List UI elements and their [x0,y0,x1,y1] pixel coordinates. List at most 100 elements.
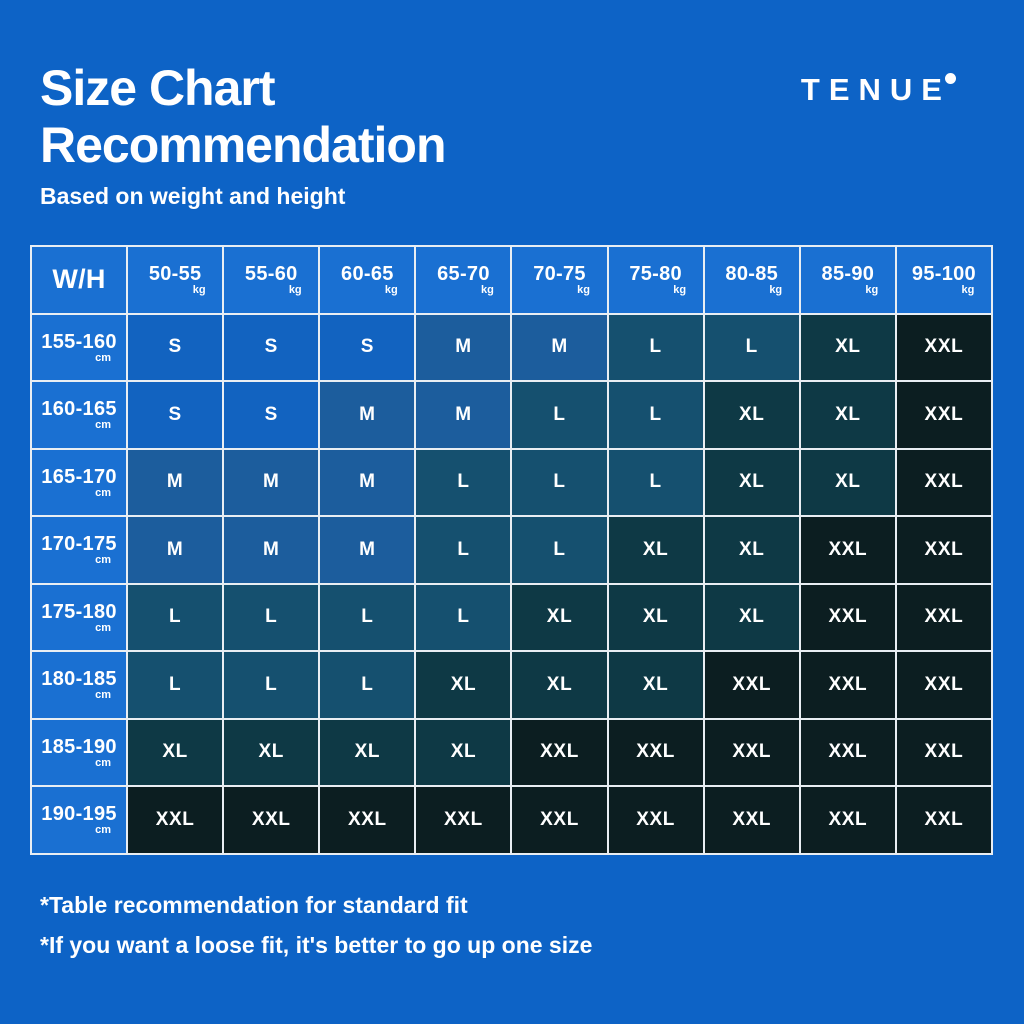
height-unit-label: cm [95,689,111,702]
weight-range-label: 65-70 [437,263,490,286]
size-value: XXL [924,741,964,763]
size-cell: L [224,584,319,650]
size-cell: L [608,382,703,448]
height-label-cell: 170-175 cm [32,517,127,583]
corner-label: W/H [52,264,106,295]
size-cell: S [128,314,223,380]
size-value: XXL [828,673,868,695]
size-value: XL [642,606,669,628]
size-cell: L [416,449,511,515]
size-cell: XXL [608,787,703,853]
size-value: M [166,471,184,493]
size-cell: XL [800,382,895,448]
size-value: L [553,403,566,425]
size-value: XXL [924,336,964,358]
size-value: XXL [828,808,868,830]
size-value: XXL [155,808,195,830]
size-cell: XXL [896,719,991,785]
size-value: XXL [636,808,676,830]
height-label-cell: 180-185 cm [32,652,127,718]
size-value: XXL [828,741,868,763]
size-cell: XXL [896,517,991,583]
height-unit-label: cm [95,419,111,432]
size-cell: M [128,449,223,515]
size-value: M [166,538,184,560]
height-range-label: 160-165 [41,398,117,421]
weight-unit-label: kg [192,284,206,297]
size-value: XL [739,606,765,628]
size-value: XXL [444,808,483,830]
weight-header-cell: 85-90 kg [800,247,895,313]
size-value: XXL [924,673,964,695]
size-cell: XXL [896,314,991,380]
size-value: XXL [732,741,772,763]
page-title: Size Chart Recommendation [40,60,447,174]
weight-unit-label: kg [865,284,879,297]
size-cell: XXL [896,382,991,448]
height-unit-label: cm [95,554,111,567]
size-value: XXL [540,808,579,830]
height-label-cell: 155-160 cm [32,314,127,380]
weight-header-cell: 55-60 kg [224,247,319,313]
weight-header-cell: 80-85 kg [704,247,799,313]
height-label-cell: 175-180 cm [32,584,127,650]
size-cell: XL [416,652,511,718]
size-cell: L [224,652,319,718]
size-value: L [553,471,566,493]
size-value: XL [258,741,284,763]
weight-range-label: 60-65 [341,263,394,286]
weight-unit-label: kg [961,284,975,297]
size-cell: XXL [896,787,991,853]
size-cell: L [128,652,223,718]
height-label-cell: 190-195 cm [32,787,127,853]
weight-unit-label: kg [673,284,687,297]
size-cell: XXL [704,719,799,785]
size-value: XXL [732,673,772,695]
size-value: M [455,336,472,358]
size-cell: S [128,382,223,448]
height-unit-label: cm [95,486,111,499]
size-value: XL [162,741,188,763]
size-value: L [649,471,662,493]
height-range-label: 175-180 [41,600,117,623]
size-value: M [359,538,376,560]
footnote-loose-fit: *If you want a loose fit, it's better to… [40,932,593,958]
size-value: XL [835,471,861,493]
height-unit-label: cm [95,824,111,837]
size-cell: M [224,517,319,583]
size-cell: XXL [800,584,895,650]
size-cell: XL [416,719,511,785]
size-value: L [553,538,566,560]
weight-range-label: 55-60 [244,263,298,286]
size-value: L [169,606,182,628]
size-cell: M [320,382,415,448]
size-value: XL [546,606,573,628]
page-subtitle: Based on weight and height [40,183,346,209]
height-label-cell: 160-165 cm [32,382,127,448]
size-value: M [263,471,280,493]
size-value: M [551,336,568,358]
size-cell: XXL [896,449,991,515]
size-cell: XL [704,517,799,583]
size-cell: S [320,314,415,380]
size-value: L [457,538,470,560]
size-cell: XL [224,719,319,785]
size-cell: M [320,517,415,583]
size-cell: XXL [320,787,415,853]
height-range-label: 170-175 [41,533,117,556]
size-cell: M [320,449,415,515]
size-cell: XL [512,652,607,718]
size-value: M [263,538,280,560]
size-value: M [359,403,376,425]
size-value: L [745,336,758,358]
size-value: XXL [924,471,964,493]
weight-header-cell: 65-70 kg [416,247,511,313]
height-range-label: 185-190 [41,735,117,758]
size-cell: XXL [896,652,991,718]
size-cell: L [608,314,703,380]
size-value: XL [642,673,669,695]
size-value: XXL [828,538,868,560]
size-cell: XL [608,584,703,650]
weight-header-cell: 75-80 kg [608,247,703,313]
page-title-line2: Recommendation [40,117,447,173]
